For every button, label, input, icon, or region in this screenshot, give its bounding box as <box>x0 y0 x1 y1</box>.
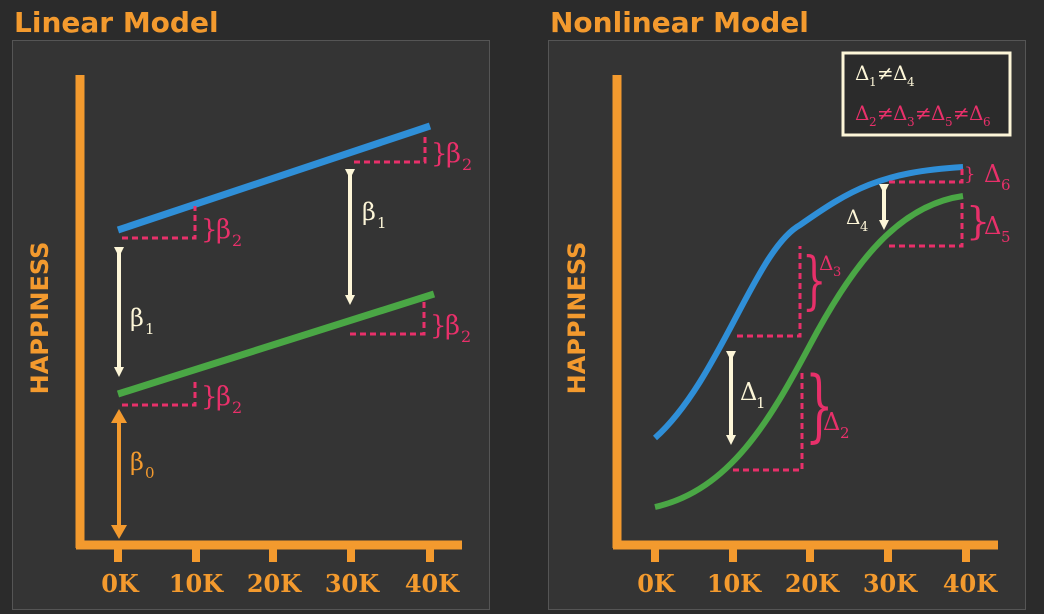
x-tick-label: 20K <box>785 569 840 598</box>
svg-text:Δ: Δ <box>855 101 869 125</box>
x-tick-label: 20K <box>247 569 302 598</box>
svg-text:Δ: Δ <box>855 61 869 85</box>
svg-text:2: 2 <box>869 115 877 129</box>
slope-brace: } <box>201 382 218 412</box>
delta6-label: Δ <box>984 160 1001 188</box>
svg-text:6: 6 <box>983 115 991 129</box>
delta-triangle <box>889 168 964 184</box>
svg-text:2: 2 <box>462 155 472 174</box>
y-axis-label: HAPPINESS <box>563 242 591 395</box>
svg-text:4: 4 <box>860 220 868 235</box>
svg-text:Δ: Δ <box>969 101 983 125</box>
beta2-label: β <box>445 311 460 341</box>
svg-text:Δ: Δ <box>931 101 945 125</box>
delta6-brace: } <box>964 164 975 185</box>
x-tick-label: 30K <box>863 569 918 598</box>
svg-text:1: 1 <box>145 320 155 338</box>
slope-brace: } <box>201 215 218 245</box>
slope-triangle <box>354 135 427 164</box>
svg-text:≠: ≠ <box>877 101 894 125</box>
beta2-label: β <box>216 215 231 245</box>
beta0-arrow <box>111 409 127 539</box>
green-curve <box>654 193 964 510</box>
svg-text:5: 5 <box>1001 228 1011 246</box>
svg-text:4: 4 <box>907 75 915 89</box>
legend-row-2: Δ 2 ≠ Δ 3 ≠ Δ 5 ≠ Δ 6 <box>855 101 991 129</box>
delta2-brace: } <box>805 361 834 452</box>
delta-triangle <box>733 372 804 472</box>
svg-text:6: 6 <box>1001 176 1011 194</box>
svg-text:Δ: Δ <box>893 101 907 125</box>
x-tick-label: 0K <box>637 569 676 598</box>
blue-curve <box>653 164 964 441</box>
delta4-label: Δ <box>846 205 860 229</box>
beta1-label: β <box>130 304 144 332</box>
svg-text:≠: ≠ <box>953 101 970 125</box>
svg-text:1: 1 <box>377 214 387 232</box>
svg-text:3: 3 <box>833 265 841 280</box>
linear-axes: 0K 10K 20K 30K 40K HAPPINESS <box>26 75 462 598</box>
slope-brace: } <box>430 311 447 341</box>
svg-text:2: 2 <box>461 327 471 346</box>
delta-triangle <box>889 203 964 248</box>
slope-triangle <box>122 206 197 240</box>
delta5-label: Δ <box>984 212 1001 240</box>
svg-text:≠: ≠ <box>877 61 894 85</box>
svg-text:2: 2 <box>232 231 242 250</box>
x-tick-label: 40K <box>405 569 460 598</box>
svg-text:2: 2 <box>232 398 242 417</box>
legend-row-1: Δ 1 ≠ Δ 4 <box>855 61 915 89</box>
delta2-label: Δ <box>823 408 840 436</box>
legend-box: Δ 1 ≠ Δ 4 Δ 2 ≠ Δ 3 ≠ Δ 5 ≠ Δ 6 <box>841 51 1012 137</box>
svg-text:3: 3 <box>907 115 915 129</box>
beta1-label: β <box>362 198 376 226</box>
y-axis-label: HAPPINESS <box>26 242 54 395</box>
delta-triangle <box>737 246 802 338</box>
delta3-label: Δ <box>819 251 833 275</box>
svg-text:5: 5 <box>945 115 953 129</box>
delta1-label: Δ <box>740 378 757 406</box>
svg-text:≠: ≠ <box>915 101 932 125</box>
x-tick-label: 40K <box>943 569 998 598</box>
right-title: Nonlinear Model <box>550 6 809 39</box>
green-line <box>116 290 436 398</box>
beta0-label: β <box>130 448 144 476</box>
nonlinear-axes: 0K 10K 20K 30K 40K HAPPINESS <box>563 75 998 598</box>
slope-brace: } <box>431 139 448 169</box>
svg-text:0: 0 <box>145 464 155 482</box>
x-tick-label: 10K <box>169 569 224 598</box>
slope-triangle <box>122 378 197 407</box>
svg-text:1: 1 <box>756 394 766 412</box>
svg-text:Δ: Δ <box>893 61 907 85</box>
svg-text:2: 2 <box>840 424 850 442</box>
beta2-label: β <box>216 382 231 412</box>
delta5-brace: } <box>966 199 990 243</box>
blue-line <box>116 122 432 234</box>
left-title: Linear Model <box>14 6 219 39</box>
beta2-label: β <box>446 139 461 169</box>
svg-text:1: 1 <box>869 75 877 89</box>
x-tick-label: 0K <box>101 569 140 598</box>
x-tick-label: 30K <box>325 569 380 598</box>
slope-triangle <box>350 300 426 336</box>
x-tick-label: 10K <box>707 569 762 598</box>
delta3-brace: } <box>802 245 826 317</box>
